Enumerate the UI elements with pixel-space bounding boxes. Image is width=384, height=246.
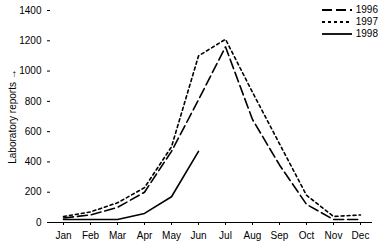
svg-text:Jun: Jun — [190, 230, 206, 241]
svg-text:Laboratory reports →: Laboratory reports → — [7, 69, 18, 164]
svg-text:Mar: Mar — [109, 230, 127, 241]
svg-text:200: 200 — [25, 186, 42, 197]
svg-text:Feb: Feb — [82, 230, 100, 241]
html-text:1998: 1998 — [355, 28, 378, 39]
svg-text:May: May — [162, 230, 181, 241]
svg-text:Apr: Apr — [137, 230, 153, 241]
svg-text:1400: 1400 — [19, 5, 42, 16]
html-text:1997: 1997 — [355, 16, 378, 27]
svg-text:1200: 1200 — [19, 35, 42, 46]
svg-text:Jul: Jul — [219, 230, 232, 241]
svg-text:800: 800 — [25, 96, 42, 107]
svg-text:600: 600 — [25, 126, 42, 137]
svg-text:0: 0 — [36, 217, 42, 228]
html-text:1996: 1996 — [355, 4, 378, 15]
svg-text:400: 400 — [25, 156, 42, 167]
svg-text:Aug: Aug — [244, 230, 262, 241]
svg-text:Jan: Jan — [55, 230, 71, 241]
svg-text:Nov: Nov — [325, 230, 343, 241]
svg-text:Oct: Oct — [299, 230, 315, 241]
svg-text:Sep: Sep — [271, 230, 289, 241]
svg-text:1000: 1000 — [19, 65, 42, 76]
svg-text:Dec: Dec — [352, 230, 370, 241]
